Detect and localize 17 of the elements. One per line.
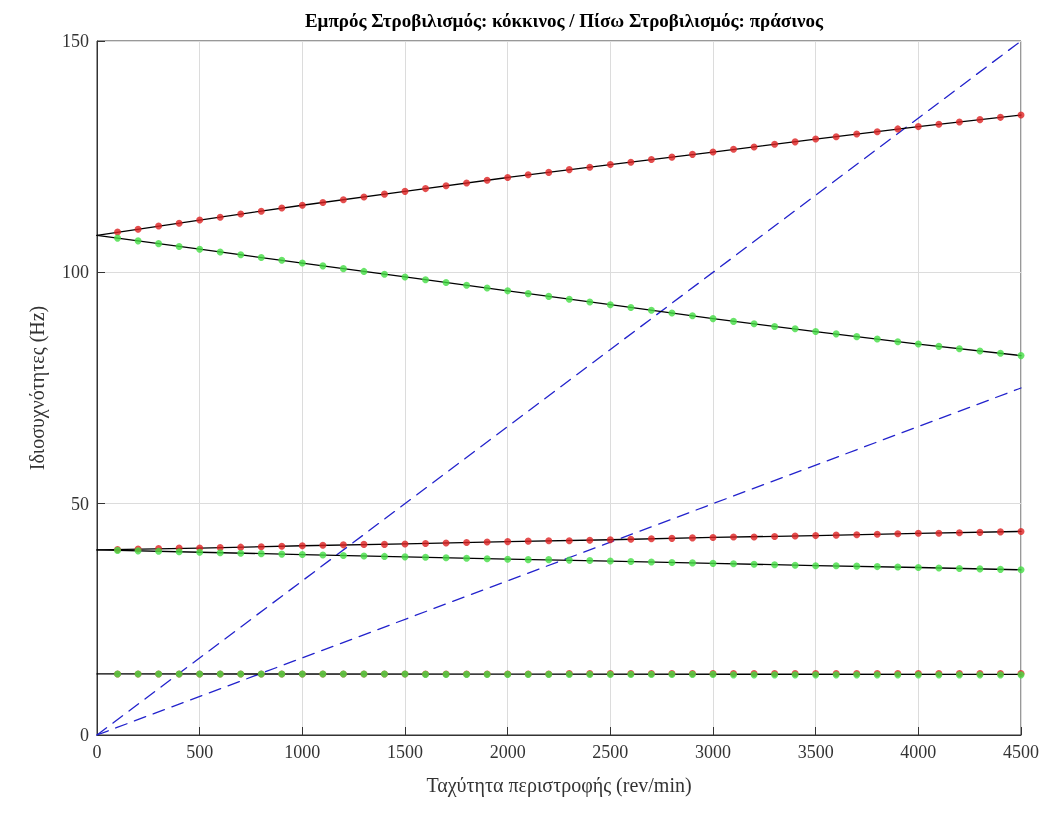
x-tick-label: 0 <box>92 742 102 762</box>
x-tick-label: 500 <box>186 742 214 762</box>
y-tick-label: 100 <box>62 262 89 283</box>
y-tick-label: 150 <box>62 31 89 51</box>
x-tick-label: 2000 <box>489 742 526 762</box>
y-tick-label: 50 <box>71 493 89 514</box>
x-tick-label: 3000 <box>695 742 731 762</box>
x-tick-label: 2500 <box>592 742 629 762</box>
y-tick-label: 0 <box>80 725 89 745</box>
x-axis-title: Ταχύτητα περιστροφής (rev/min) <box>426 774 692 797</box>
chart-title: Εμπρός Στροβιλισμός: κόκκινος / Πίσω Στροβιλισμός: πράσινος <box>304 10 825 31</box>
x-tick-label: 1000 <box>284 742 321 762</box>
y-axis-title: Ιδιοσυχνότητες (Hz) <box>26 305 49 471</box>
x-tick-label: 3500 <box>797 742 834 762</box>
x-tick-label: 4500 <box>1003 742 1039 762</box>
x-tick-label: 1500 <box>387 742 423 762</box>
x-tick-label: 4000 <box>900 742 937 762</box>
